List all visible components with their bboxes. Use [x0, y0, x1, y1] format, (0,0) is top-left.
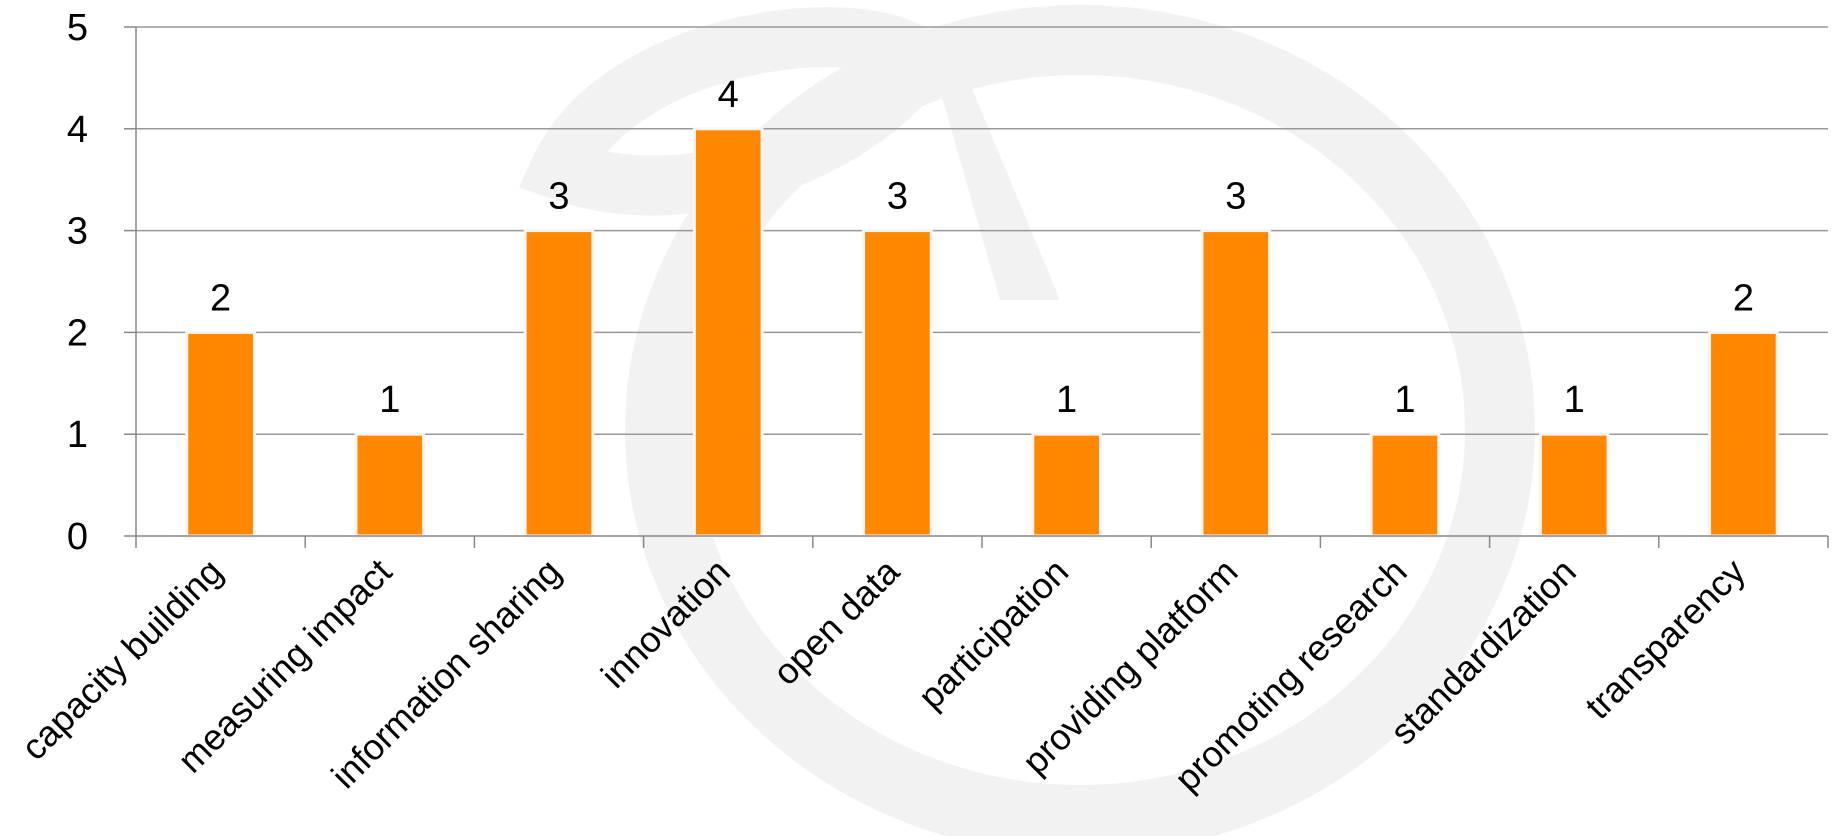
watermark-ring — [625, 5, 1535, 836]
bar — [1369, 432, 1441, 538]
bar — [1200, 229, 1272, 538]
bar — [1708, 330, 1779, 538]
bar — [523, 229, 595, 538]
bar — [692, 127, 764, 538]
data-label: 2 — [1733, 277, 1754, 319]
y-tick-label: 1 — [67, 414, 88, 456]
y-tick-label: 0 — [67, 516, 88, 558]
data-label: 1 — [1394, 379, 1415, 421]
x-tick-label: transparency — [1577, 551, 1753, 727]
bar — [1031, 432, 1102, 538]
data-labels: 2 1 3 4 3 1 3 1 1 2 — [210, 74, 1754, 421]
x-tick-label: open data — [765, 550, 908, 693]
y-tick-label: 4 — [67, 109, 88, 151]
y-tick-label: 2 — [67, 312, 88, 354]
bar — [185, 330, 256, 538]
axes — [135, 27, 1829, 548]
data-label: 1 — [1056, 379, 1077, 421]
data-label: 3 — [887, 176, 908, 218]
data-label: 3 — [1225, 176, 1246, 218]
watermark-stroke — [940, 60, 1060, 300]
bar — [1538, 432, 1610, 538]
y-tick-label: 3 — [67, 211, 88, 253]
x-tick-label: participation — [910, 551, 1076, 717]
data-label: 2 — [210, 277, 231, 319]
data-label: 1 — [1564, 379, 1585, 421]
y-tick-labels: 0 1 2 3 4 5 — [67, 7, 88, 558]
data-label: 1 — [379, 379, 400, 421]
bar — [354, 432, 426, 538]
bar — [862, 229, 933, 538]
data-label: 4 — [718, 74, 739, 116]
y-tick-label: 5 — [67, 7, 88, 49]
data-label: 3 — [548, 176, 569, 218]
